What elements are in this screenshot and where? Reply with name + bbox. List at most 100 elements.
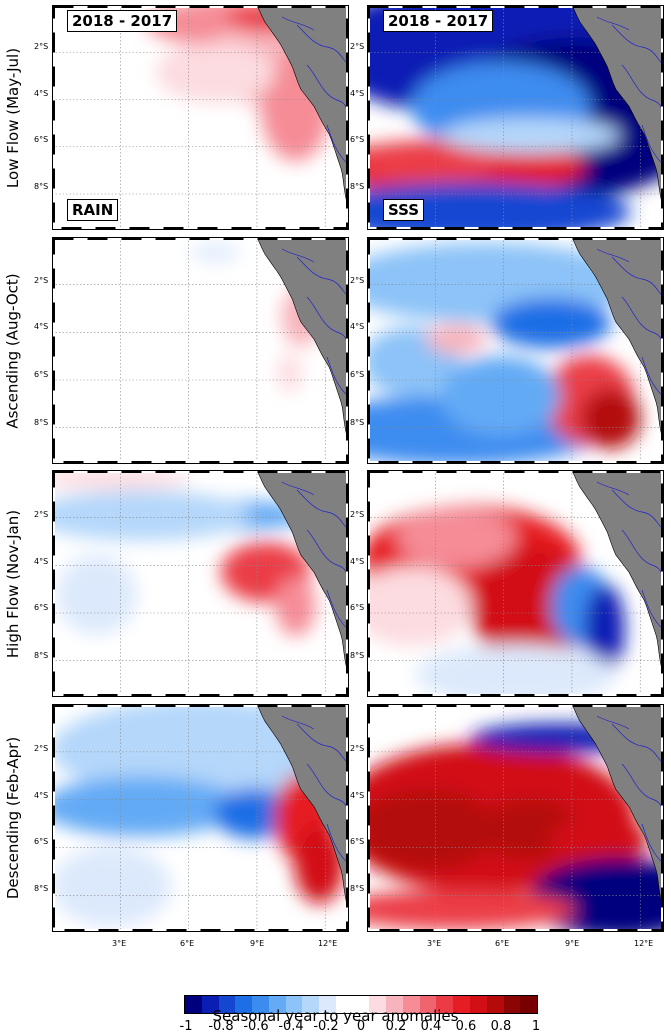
anomaly-blob xyxy=(52,470,192,490)
anomaly-blob xyxy=(440,117,621,154)
anomaly-blob xyxy=(190,244,241,261)
colorbar-swatch xyxy=(268,996,286,1013)
colorbar-swatch xyxy=(436,996,454,1013)
river xyxy=(281,248,315,263)
river xyxy=(596,248,630,263)
anomaly-blob xyxy=(470,546,591,667)
lat-tick: 4°S xyxy=(34,89,49,98)
row-label-descending: Descending (Feb-Apr) xyxy=(4,736,23,900)
rain-map-panel xyxy=(52,237,349,464)
frame xyxy=(52,237,349,464)
river xyxy=(596,715,630,730)
anomaly-blob xyxy=(440,355,561,436)
anomaly-blob xyxy=(426,324,487,355)
lat-tick: 4°S xyxy=(34,322,49,331)
river xyxy=(281,481,315,496)
anomaly-blob xyxy=(396,508,517,569)
row-label-high-flow: High Flow (Nov-Jan) xyxy=(4,509,23,658)
lat-tick: 8°S xyxy=(350,884,365,893)
anomaly-blob xyxy=(584,583,625,674)
anomaly-blob xyxy=(52,846,172,927)
anomaly-blob xyxy=(367,182,631,230)
anomaly-blob xyxy=(52,776,242,837)
colorbar-swatch xyxy=(352,996,370,1013)
row-label-low-flow: Low Flow (May-Jul) xyxy=(4,47,22,188)
frame xyxy=(52,5,349,230)
frame xyxy=(52,470,349,697)
lon-tick: 9°E xyxy=(250,939,265,948)
frame xyxy=(367,470,664,697)
river xyxy=(296,256,349,298)
land-mass xyxy=(256,237,349,464)
sss-panel-title: 2018 - 2017 xyxy=(383,10,494,32)
lat-tick: 4°S xyxy=(350,791,365,800)
anomaly-blob xyxy=(56,554,137,635)
rain-map-panel xyxy=(52,5,349,230)
colorbar-swatch xyxy=(369,996,387,1013)
colorbar-tick: 1 xyxy=(531,1019,541,1034)
anomaly-blob xyxy=(52,490,252,541)
lat-tick: 8°S xyxy=(350,182,365,191)
lon-tick: 12°E xyxy=(318,939,338,948)
river xyxy=(596,481,630,496)
anomaly-blob xyxy=(367,889,577,930)
row-label-ascending: Ascending (Aug-Oct) xyxy=(4,272,22,429)
lat-tick: 4°S xyxy=(34,557,49,566)
anomaly-blob xyxy=(491,298,612,349)
lat-tick: 4°S xyxy=(350,322,365,331)
lat-tick: 6°S xyxy=(350,370,365,379)
colorbar-swatch xyxy=(218,996,236,1013)
anomaly-blob xyxy=(548,815,649,866)
colorbar xyxy=(184,995,538,1014)
lat-tick: 6°S xyxy=(350,603,365,612)
lon-tick: 3°E xyxy=(112,939,127,948)
sss-tag: SSS xyxy=(383,199,425,221)
lat-tick: 8°S xyxy=(34,884,49,893)
lon-tick: 9°E xyxy=(565,939,580,948)
lat-tick: 6°S xyxy=(34,135,49,144)
frame xyxy=(52,704,349,932)
lat-tick: 6°S xyxy=(350,135,365,144)
river xyxy=(611,24,664,66)
river xyxy=(611,723,664,765)
colorbar-swatch xyxy=(386,996,403,1013)
lon-tick: 6°E xyxy=(495,939,510,948)
frame xyxy=(52,470,349,697)
sss-map-panel xyxy=(367,5,664,230)
sss-map-panel xyxy=(367,704,664,932)
colorbar-swatch xyxy=(235,996,253,1013)
colorbar-swatch xyxy=(486,996,504,1013)
lat-tick: 2°S xyxy=(34,744,49,753)
lat-tick: 2°S xyxy=(34,42,49,51)
colorbar-swatch xyxy=(503,996,521,1013)
frame xyxy=(52,237,349,464)
anomaly-blob xyxy=(155,42,276,103)
lat-tick: 2°S xyxy=(34,510,49,519)
river xyxy=(281,16,315,31)
lat-tick: 2°S xyxy=(350,276,365,285)
colorbar-swatch xyxy=(252,996,269,1013)
frame xyxy=(367,5,664,230)
anomaly-blob xyxy=(580,388,641,449)
river xyxy=(296,723,349,765)
river xyxy=(596,16,630,31)
rain-panel-title: 2018 - 2017 xyxy=(67,10,178,32)
colorbar-swatch xyxy=(520,996,538,1013)
lon-tick: 3°E xyxy=(427,939,442,948)
anomaly-blob xyxy=(367,789,497,870)
lat-tick: 4°S xyxy=(350,89,365,98)
colorbar-swatch xyxy=(453,996,471,1013)
lat-tick: 4°S xyxy=(34,791,49,800)
lat-tick: 8°S xyxy=(350,651,365,660)
frame xyxy=(367,470,664,697)
frame xyxy=(367,704,664,932)
colorbar-title: Seasonal year to year anomalies xyxy=(212,1007,459,1025)
frame xyxy=(367,5,664,230)
river xyxy=(611,256,664,298)
anomaly-blob xyxy=(294,823,345,904)
river xyxy=(611,489,664,531)
anomaly-blob xyxy=(367,140,497,185)
colorbar-tick: 0 xyxy=(356,1019,366,1034)
lat-tick: 6°S xyxy=(34,603,49,612)
sss-map-panel xyxy=(367,237,664,464)
